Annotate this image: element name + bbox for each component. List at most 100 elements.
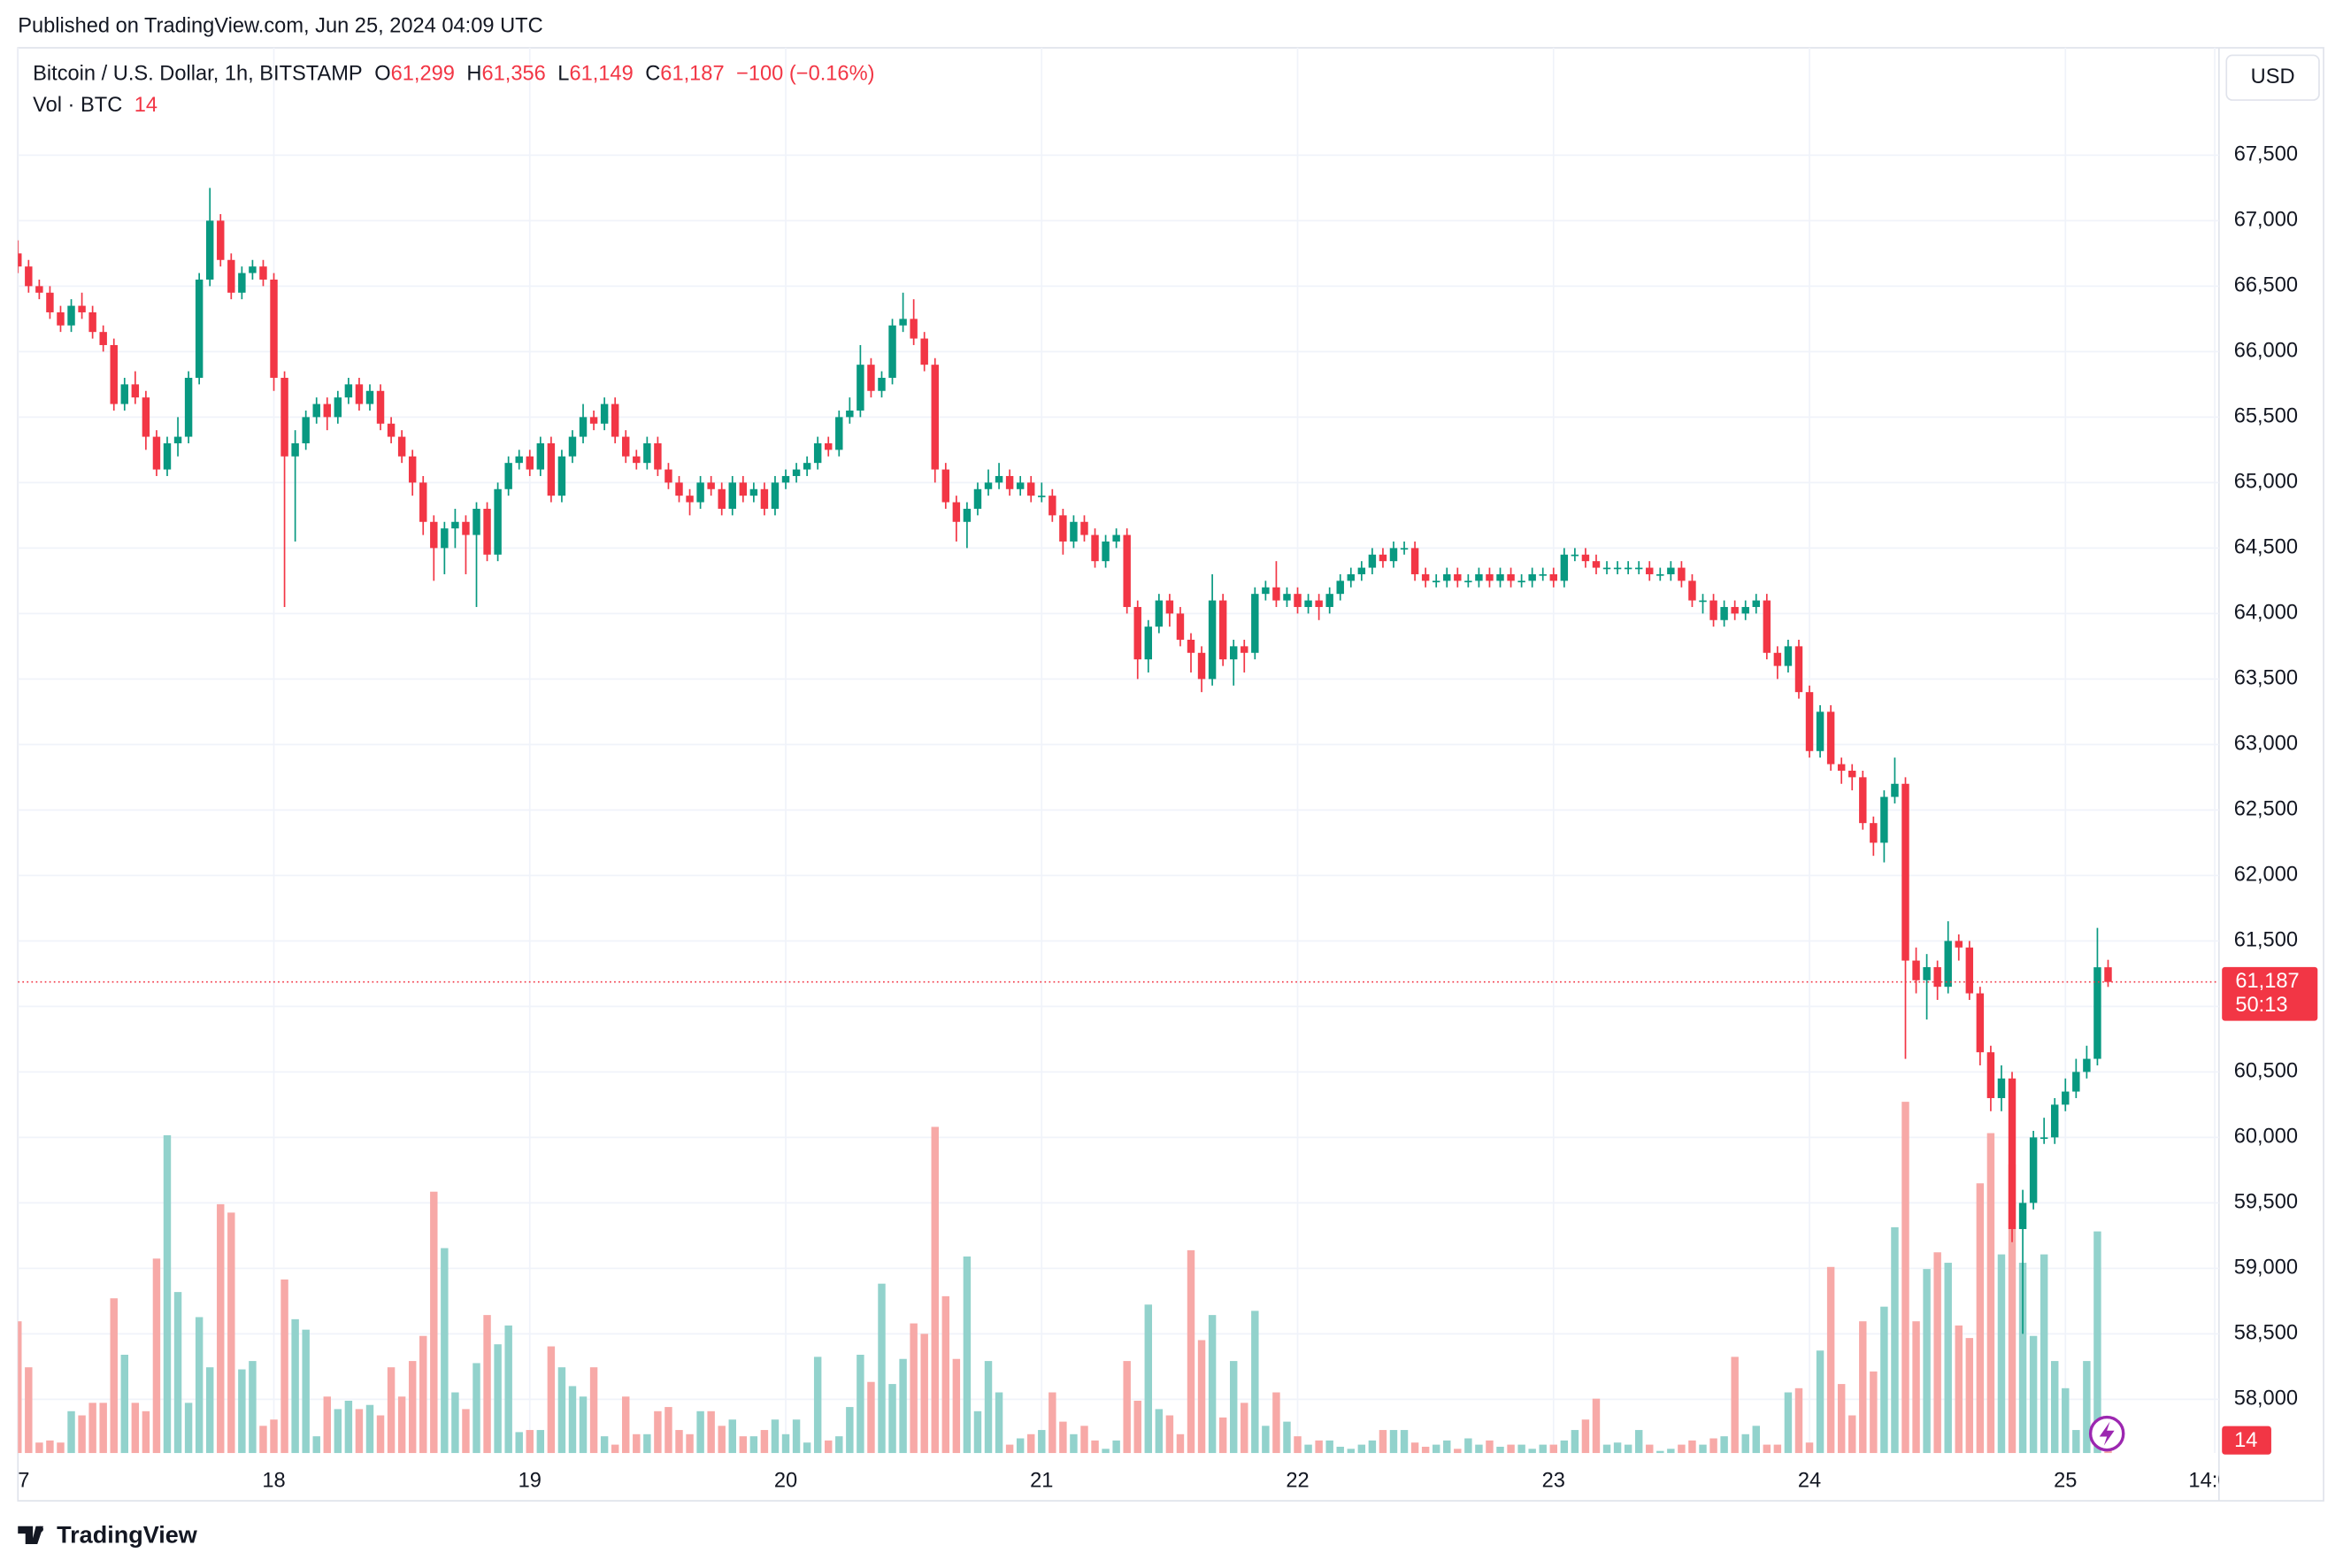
volume-bar — [302, 1329, 310, 1454]
candle-body — [1272, 587, 1280, 601]
candle-body — [2040, 1137, 2048, 1140]
candle-body — [1486, 573, 1494, 581]
volume-bar — [760, 1430, 769, 1454]
volume-bar — [749, 1436, 758, 1454]
brand-name: TradingView — [57, 1522, 198, 1549]
volume-bar — [1720, 1436, 1728, 1454]
candle-body — [1410, 548, 1419, 574]
candle-body — [686, 496, 694, 503]
volume-bar — [1634, 1430, 1643, 1454]
candle-body — [99, 332, 107, 345]
y-tick-label: 61,500 — [2234, 929, 2298, 952]
volume-bar — [249, 1361, 257, 1454]
volume-bar — [846, 1407, 854, 1454]
candle-body — [984, 482, 993, 489]
candle-body — [622, 436, 630, 457]
brand-logo[interactable]: TradingView — [18, 1522, 198, 1549]
candle-body — [1475, 573, 1483, 581]
currency-label[interactable]: USD — [2251, 65, 2295, 88]
volume-bar — [2051, 1361, 2059, 1454]
candle-body — [1528, 573, 1536, 581]
last-price-box — [2222, 966, 2318, 1021]
candle-body — [1763, 600, 1771, 653]
candle-body — [387, 423, 396, 437]
volume-bar — [878, 1283, 886, 1454]
y-tick-label: 58,500 — [2234, 1322, 2298, 1345]
candle-body — [1038, 496, 1046, 497]
candle-body — [1080, 521, 1088, 535]
volume-bar — [1826, 1266, 1835, 1454]
candle-body — [323, 404, 331, 418]
candle-body — [249, 266, 257, 273]
volume-bar — [35, 1442, 43, 1454]
candle-body — [430, 521, 438, 549]
ohlc-value: 61,299 — [391, 63, 455, 86]
volume-bar — [173, 1292, 182, 1454]
volume-bar — [355, 1409, 364, 1454]
volume-bar — [633, 1433, 641, 1454]
candle-body — [1347, 573, 1356, 581]
candle-body — [931, 365, 939, 470]
candle-body — [365, 390, 374, 404]
volume-bar — [1016, 1438, 1025, 1454]
candle-body — [2062, 1091, 2070, 1105]
volume-bar — [408, 1361, 417, 1454]
volume-bar — [1133, 1400, 1141, 1454]
candle-body — [1699, 600, 1707, 603]
volume-bar — [1752, 1426, 1760, 1454]
candle-body — [1027, 482, 1035, 496]
volume-bar — [365, 1404, 374, 1454]
volume-bar — [1027, 1433, 1035, 1454]
volume-bar — [163, 1134, 172, 1454]
volume-bar — [1870, 1371, 1878, 1454]
candle-body — [2018, 1203, 2027, 1229]
candle-body — [579, 417, 588, 437]
volume-bar — [227, 1212, 235, 1454]
candle-body — [963, 508, 972, 522]
volume-bar — [1165, 1415, 1174, 1454]
candle-body — [1901, 783, 1909, 961]
candle-body — [152, 436, 161, 470]
volume-bar — [600, 1436, 609, 1454]
volume-bar — [899, 1358, 907, 1454]
candle-body — [1646, 567, 1654, 574]
candle-body — [1507, 573, 1515, 581]
volume-bar — [323, 1396, 331, 1454]
candle-body — [1251, 594, 1259, 653]
volume-bar — [1400, 1430, 1409, 1454]
candle-body — [835, 417, 843, 450]
y-tick-label: 64,500 — [2234, 536, 2298, 559]
candle-body — [1549, 573, 1557, 581]
candle-body — [88, 311, 96, 333]
candle-body — [899, 319, 907, 326]
volume-bar — [1283, 1421, 1291, 1454]
volume-bar — [931, 1126, 939, 1454]
candle-body — [1720, 606, 1728, 620]
y-tick-label: 63,000 — [2234, 733, 2298, 756]
currency-button[interactable] — [2225, 54, 2320, 101]
volume-bar — [1699, 1444, 1707, 1454]
volume-bar — [1933, 1252, 1941, 1454]
candle-body — [1421, 573, 1430, 581]
volume-bar — [1315, 1440, 1323, 1454]
volume-title: Vol · BTC — [33, 94, 122, 117]
candle-body — [227, 259, 235, 293]
candle-body — [1059, 515, 1067, 542]
volume-bar — [643, 1433, 651, 1454]
y-tick-label: 65,500 — [2234, 405, 2298, 428]
candle-body — [1325, 594, 1333, 607]
candle-body — [131, 384, 140, 398]
volume-bar — [813, 1357, 822, 1454]
candle-body — [184, 377, 193, 437]
candle-body — [1432, 580, 1440, 583]
volume-bar — [1891, 1226, 1899, 1454]
candle-body — [1955, 941, 1963, 948]
candle-body — [1241, 646, 1248, 653]
candle-body — [1986, 1052, 1995, 1098]
volume-bar — [25, 1367, 33, 1454]
candle-body — [472, 508, 480, 535]
volume-bar — [1123, 1361, 1131, 1454]
y-tick-label: 64,000 — [2234, 602, 2298, 625]
volume-bar — [99, 1403, 107, 1454]
volume-bar — [1102, 1449, 1110, 1454]
